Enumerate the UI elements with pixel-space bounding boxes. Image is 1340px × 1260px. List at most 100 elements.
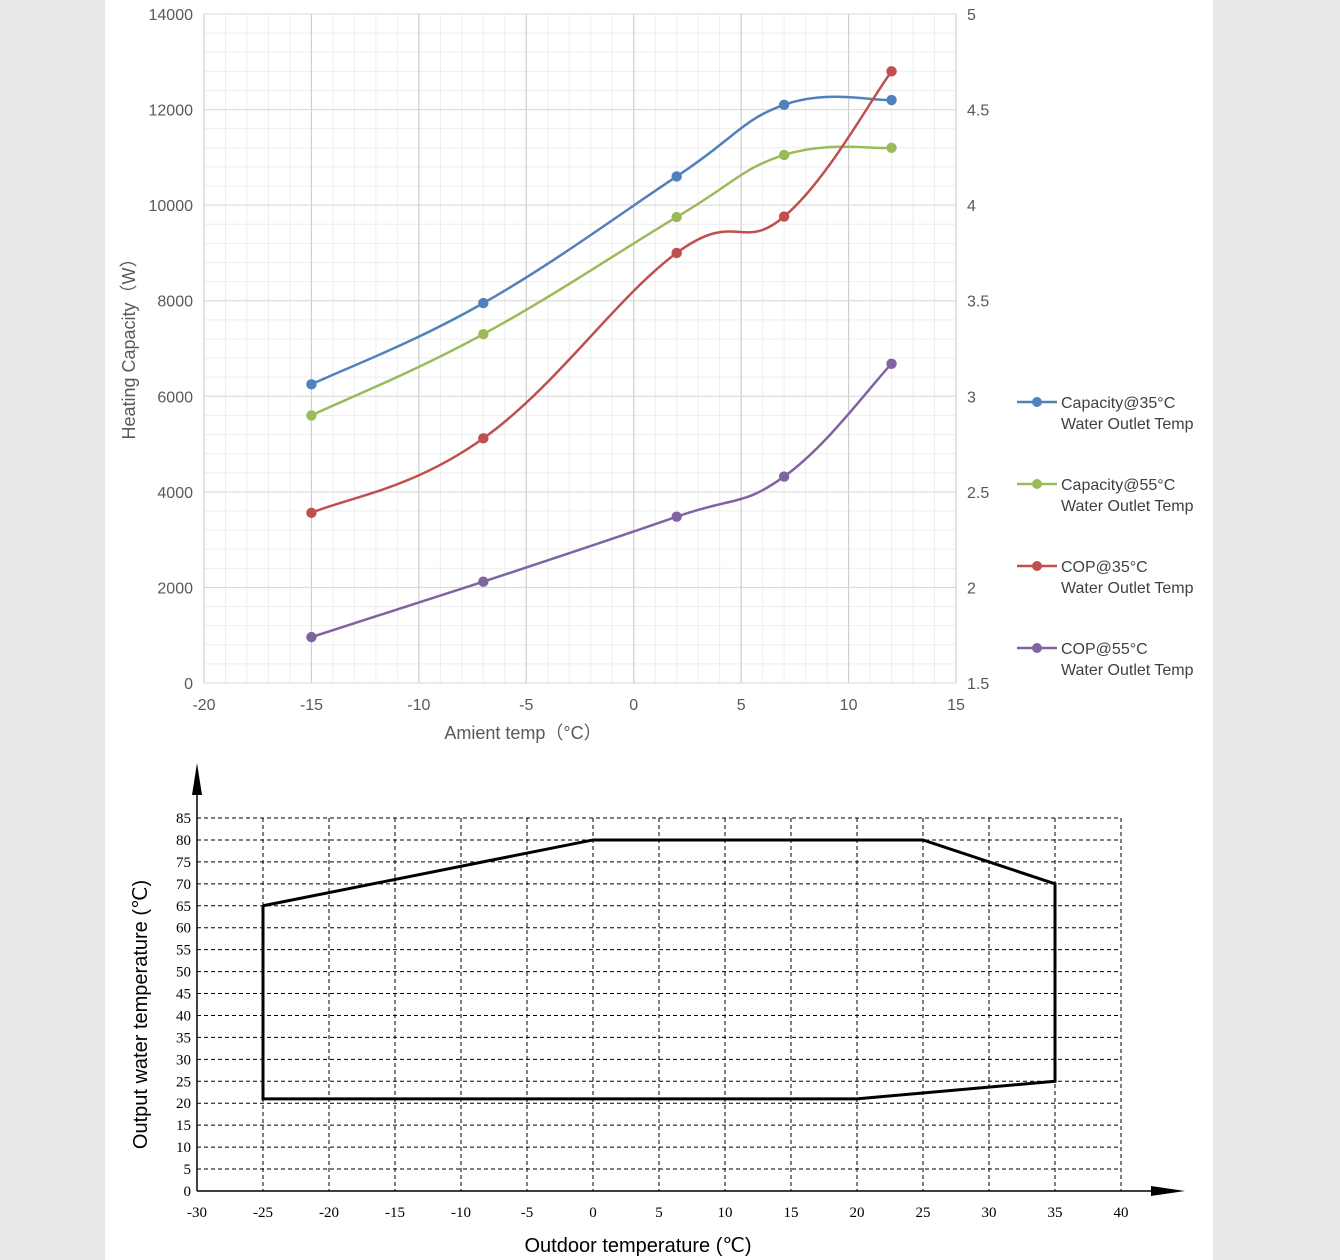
data-point xyxy=(478,297,489,309)
y-tick-label: 65 xyxy=(176,899,191,915)
y-axis-label: Heating Capacity（W） xyxy=(119,249,139,439)
y-tick-label: 75 xyxy=(176,855,191,871)
y2-tick-label: 4.5 xyxy=(967,103,989,120)
legend-marker xyxy=(1032,561,1042,571)
data-point xyxy=(478,328,489,340)
x-tick-label: -20 xyxy=(319,1205,339,1221)
x-tick-label: 15 xyxy=(947,697,965,714)
data-point xyxy=(886,66,897,77)
y2-tick-label: 2 xyxy=(967,580,976,597)
x-axis-arrow xyxy=(1151,1186,1185,1196)
performance-chart: -20 -15 -10 -5 0 5 10 15 0 2000 4000 6000 8000 10000 1… xyxy=(119,7,1194,743)
legend-marker xyxy=(1032,479,1042,489)
data-point xyxy=(671,211,682,223)
data-point xyxy=(778,211,790,222)
y-tick-label: 10000 xyxy=(149,198,194,215)
x-tick-label: 15 xyxy=(784,1205,799,1221)
y-tick-label: 6000 xyxy=(157,389,193,406)
y-tick-label: 80 xyxy=(176,833,191,849)
x-tick-label: 25 xyxy=(916,1205,931,1221)
x-tick-label: -25 xyxy=(253,1205,273,1221)
data-point xyxy=(478,433,489,444)
y-tick-label: 14000 xyxy=(149,7,194,24)
data-point xyxy=(306,507,317,519)
data-point xyxy=(886,94,897,106)
x-tick-label: -20 xyxy=(192,697,215,714)
y-tick-label: 4000 xyxy=(157,485,193,502)
y-tick-label: 0 xyxy=(184,1184,192,1200)
series-4 xyxy=(306,358,897,643)
data-point xyxy=(778,149,790,161)
y-tick-label: 55 xyxy=(176,943,191,959)
x-tick-label: 30 xyxy=(982,1205,997,1221)
y2-tick-label: 3 xyxy=(967,389,976,406)
legend-marker xyxy=(1032,643,1042,653)
data-point xyxy=(306,379,317,390)
operating-envelope xyxy=(261,838,1057,1101)
series-line xyxy=(310,145,892,417)
x-tick-label: -30 xyxy=(187,1205,207,1221)
x-tick-label: 10 xyxy=(840,697,858,714)
series-line xyxy=(310,95,892,386)
data-point xyxy=(671,511,682,522)
dashed-gridlines xyxy=(197,817,1122,1191)
y-tick-label: 40 xyxy=(176,1008,191,1024)
legend-label-line2: Water Outlet Temp xyxy=(1061,498,1194,515)
legend-item: Capacity@35°C Water Outlet Temp xyxy=(1017,395,1194,433)
x-tick-label: 10 xyxy=(718,1205,733,1221)
series-3 xyxy=(306,66,897,519)
y-tick-label: 25 xyxy=(176,1074,191,1090)
x-tick-label: -15 xyxy=(385,1205,405,1221)
data-point xyxy=(886,358,897,369)
data-point xyxy=(671,171,682,182)
y-tick-label: 60 xyxy=(176,921,191,937)
data-point xyxy=(886,142,897,153)
operating-range-chart: -30 -25 -20 -15 -10 -5 0 5 10 15 20 25 30 35 40 0 5 10 15 2… xyxy=(130,763,1185,1257)
y2-tick-label: 4 xyxy=(967,198,976,215)
y-tick-label: 20 xyxy=(176,1096,191,1112)
x-tick-label: 40 xyxy=(1114,1205,1129,1221)
x-tick-label: 5 xyxy=(737,697,746,714)
legend-item: COP@35°C Water Outlet Temp xyxy=(1017,559,1194,597)
data-point xyxy=(478,576,489,587)
y-tick-label: 85 xyxy=(176,811,191,827)
series-1 xyxy=(306,94,897,390)
legend-marker xyxy=(1032,397,1042,407)
legend-label: COP@35°C xyxy=(1061,559,1148,576)
data-point xyxy=(778,471,790,482)
major-gridlines xyxy=(203,13,957,684)
data-point xyxy=(778,99,790,110)
y-tick-label: 0 xyxy=(184,676,193,693)
x-tick-label: 0 xyxy=(589,1205,597,1221)
x-tick-label: 20 xyxy=(850,1205,865,1221)
x-tick-label: -5 xyxy=(519,697,533,714)
x-tick-label: 5 xyxy=(655,1205,663,1221)
y-axis-label: Output water temperature (℃) xyxy=(130,880,152,1149)
series-line xyxy=(310,70,893,515)
legend-label: Capacity@55°C xyxy=(1061,477,1175,494)
y-tick-label: 8000 xyxy=(157,294,193,311)
y-tick-label: 10 xyxy=(176,1140,191,1156)
x-tick-label: -5 xyxy=(521,1205,534,1221)
series-2 xyxy=(306,142,897,421)
chart-sheet: -20 -15 -10 -5 0 5 10 15 0 2000 4000 6000 8000 10000 1… xyxy=(105,0,1213,1260)
x-tick-label: 0 xyxy=(629,697,638,714)
series-line xyxy=(311,362,893,639)
x-tick-label: 35 xyxy=(1048,1205,1063,1221)
x-axis-label: Amient temp（°C） xyxy=(444,723,601,743)
y-tick-label: 12000 xyxy=(149,103,194,120)
legend-label-line2: Water Outlet Temp xyxy=(1061,662,1194,679)
y-tick-label: 50 xyxy=(176,965,191,981)
data-point xyxy=(671,247,682,259)
data-point xyxy=(306,410,317,421)
y-tick-label: 30 xyxy=(176,1052,191,1068)
y2-tick-label: 5 xyxy=(967,7,976,24)
legend-label-line2: Water Outlet Temp xyxy=(1061,580,1194,597)
legend-label-line2: Water Outlet Temp xyxy=(1061,416,1194,433)
y-tick-label: 2000 xyxy=(157,580,193,597)
y-tick-label: 45 xyxy=(176,987,191,1003)
x-tick-label: -15 xyxy=(300,697,323,714)
y-tick-label: 5 xyxy=(184,1162,192,1178)
y-tick-label: 70 xyxy=(176,877,191,893)
y-axis-arrow xyxy=(192,763,202,795)
